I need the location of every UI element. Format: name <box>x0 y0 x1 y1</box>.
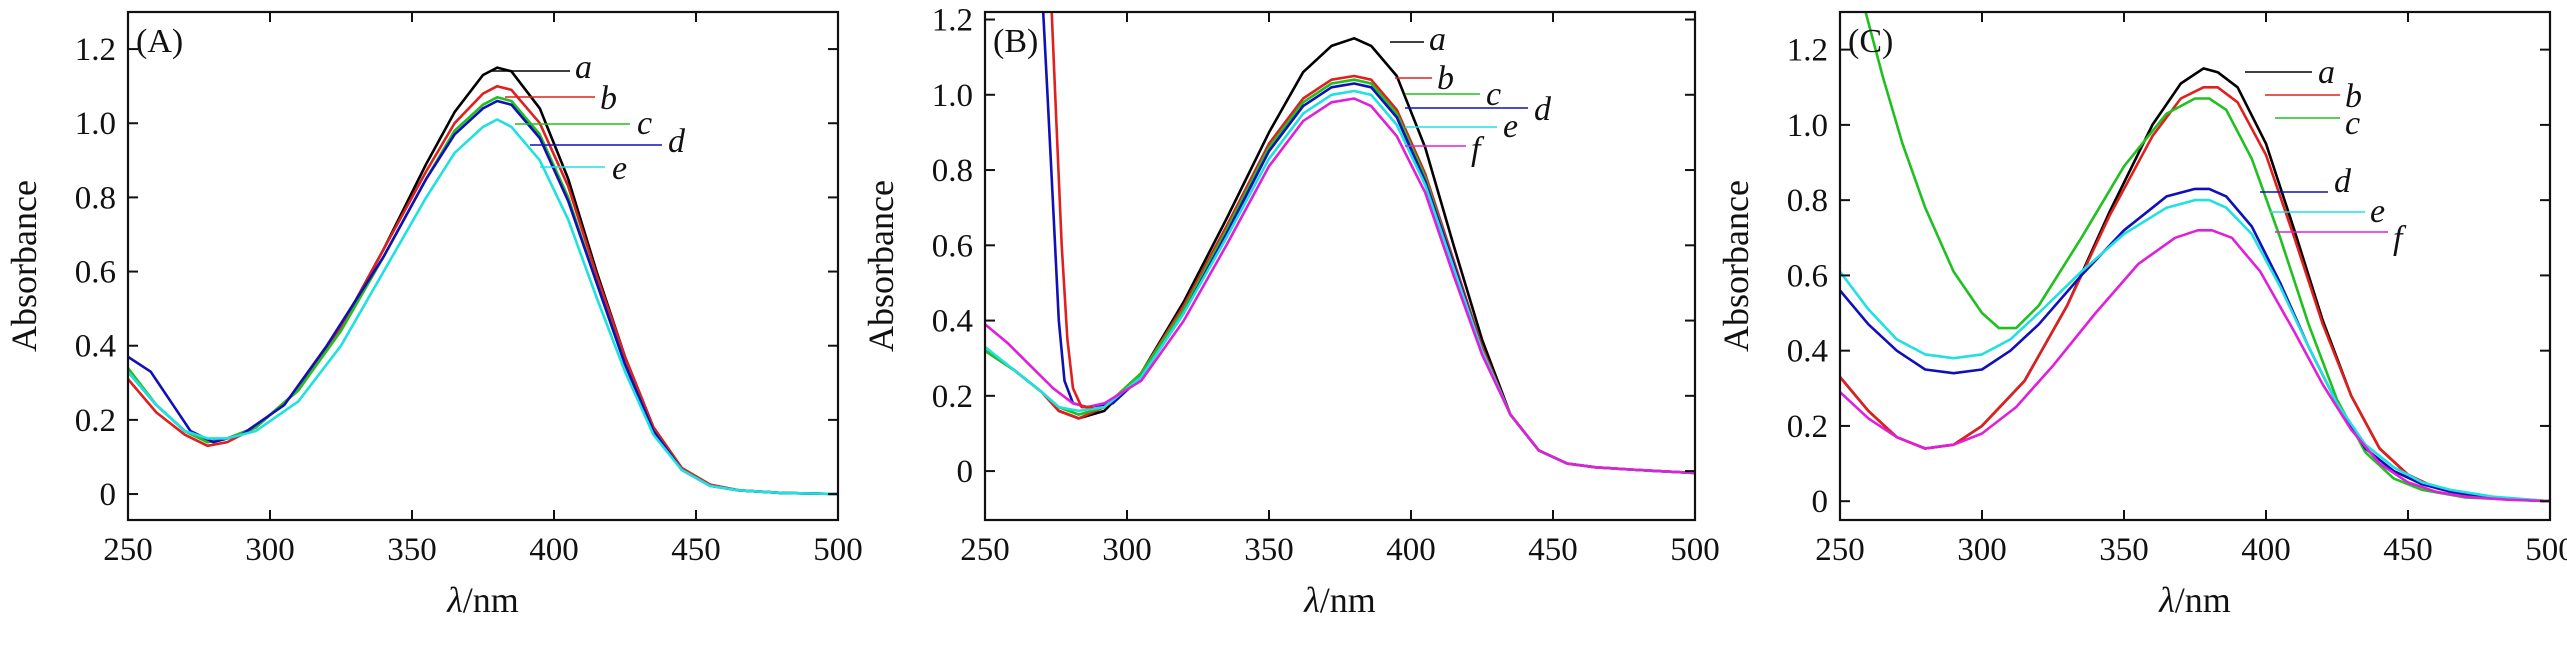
y-tick-label: 0 <box>100 477 117 513</box>
x-axis-symbol: λ <box>1303 580 1320 620</box>
curve-f <box>985 97 1695 475</box>
x-tick-label: 350 <box>2099 532 2149 568</box>
curve-label-a: a <box>1429 21 1446 58</box>
curve-label-e: e <box>1503 108 1518 145</box>
curve-b-rise <box>1050 12 1093 409</box>
curve-a <box>128 66 838 496</box>
curve-label-d: d <box>1534 91 1552 128</box>
curve-e <box>128 118 838 496</box>
curve-label-a: a <box>2318 54 2335 91</box>
curve-label-b: b <box>600 80 617 117</box>
panel-label: (B) <box>993 23 1038 60</box>
curve-label-b: b <box>1437 60 1454 97</box>
x-tick-label: 250 <box>960 532 1010 568</box>
curve-label-e: e <box>2370 193 2385 230</box>
x-axis-title: λ/nm <box>446 580 519 620</box>
curve-b <box>985 74 1695 475</box>
curves <box>985 12 1695 475</box>
x-tick-label: 300 <box>1957 532 2007 568</box>
y-tick-label: 0.8 <box>1787 183 1828 219</box>
x-tick-label: 250 <box>1815 532 1865 568</box>
y-tick-label: 0.4 <box>932 304 973 340</box>
y-tick-label: 0.2 <box>75 403 116 439</box>
plot-frame <box>126 10 840 522</box>
panel-c: 250 300 350 400 450 500 0 0.2 0.4 0.6 0.8 1.0 1.2 λ/n… <box>1716 10 2567 620</box>
curve-label-b: b <box>2345 78 2362 115</box>
x-tick-label: 250 <box>103 532 153 568</box>
y-tick-label: 0.6 <box>932 228 973 264</box>
x-tick-label: 300 <box>245 532 295 568</box>
y-tick-label: 0.4 <box>75 329 116 365</box>
x-tick-label: 400 <box>529 532 579 568</box>
x-axis-title: λ/nm <box>1303 580 1376 620</box>
panel-a: 250 300 350 400 450 500 0 0.2 0.4 0.6 0.8 1.0 1.2 λ/n… <box>4 10 863 620</box>
panel-b: 250 300 350 400 450 500 0 0.2 0.4 0.6 0.8 1.0 1.2 λ/n… <box>861 3 1720 620</box>
x-axis-unit: /nm <box>2175 580 2231 620</box>
curve-label-c: c <box>637 105 652 142</box>
x-axis-unit: /nm <box>463 580 519 620</box>
x-tick-label: 300 <box>1102 532 1152 568</box>
curve-a <box>1840 67 2550 503</box>
x-tick-label: 500 <box>2525 532 2567 568</box>
y-tick-label: 1.2 <box>75 32 116 68</box>
y-axis-title: Absorbance <box>1716 180 1756 352</box>
x-tick-label: 350 <box>1244 532 1294 568</box>
x-tick-label: 450 <box>1528 532 1578 568</box>
curve-d <box>1041 12 1695 475</box>
y-tick-label: 0.6 <box>75 255 116 291</box>
x-axis-title: λ/nm <box>2158 580 2231 620</box>
x-tick-label: 400 <box>2241 532 2291 568</box>
curve-label-d: d <box>2334 163 2352 200</box>
curve-label-d: d <box>668 123 686 160</box>
x-tick-label: 400 <box>1386 532 1436 568</box>
curve-c <box>128 96 838 496</box>
curves <box>128 66 838 496</box>
curve-label-e: e <box>612 150 627 187</box>
y-tick-label: 1.0 <box>75 106 116 142</box>
y-tick-label: 1.2 <box>932 3 973 39</box>
curve-label-c: c <box>2345 105 2360 142</box>
y-tick-label: 1.2 <box>1787 33 1828 69</box>
y-tick-label: 0.6 <box>1787 258 1828 294</box>
x-tick-label: 450 <box>2383 532 2433 568</box>
curves <box>1840 12 2550 503</box>
x-tick-label: 500 <box>1670 532 1720 568</box>
x-axis-unit: /nm <box>1320 580 1376 620</box>
panel-label: (C) <box>1848 23 1893 60</box>
x-axis-symbol: λ <box>446 580 463 620</box>
y-tick-label: 0.2 <box>932 379 973 415</box>
x-tick-label: 450 <box>671 532 721 568</box>
y-tick-label: 0.4 <box>1787 334 1828 370</box>
y-axis-title: Absorbance <box>4 180 44 352</box>
curve-f <box>1840 229 2550 503</box>
panel-label: (A) <box>136 23 183 60</box>
curve-b <box>1840 86 2550 503</box>
curve-label-c: c <box>1486 76 1501 113</box>
y-axis-title: Absorbance <box>861 180 901 352</box>
curve-b <box>128 84 838 496</box>
x-tick-label: 500 <box>813 532 863 568</box>
y-tick-label: 1.0 <box>932 78 973 114</box>
y-tick-label: 0.2 <box>1787 409 1828 445</box>
curve-d <box>1840 187 2550 503</box>
y-tick-label: 0 <box>1812 484 1829 520</box>
y-tick-label: 0 <box>957 454 974 490</box>
curve-label-a: a <box>575 49 592 86</box>
plot-frame <box>1838 10 2552 522</box>
y-tick-label: 1.0 <box>1787 108 1828 144</box>
curve-c <box>1864 12 2550 503</box>
curve-e <box>1840 198 2550 503</box>
curve-label-f: f <box>1471 131 1485 168</box>
plot-frame <box>983 10 1697 522</box>
curve-label-f: f <box>2393 220 2407 257</box>
x-axis-symbol: λ <box>2158 580 2175 620</box>
y-tick-label: 0.8 <box>932 153 973 189</box>
x-tick-label: 350 <box>387 532 437 568</box>
y-tick-label: 0.8 <box>75 180 116 216</box>
